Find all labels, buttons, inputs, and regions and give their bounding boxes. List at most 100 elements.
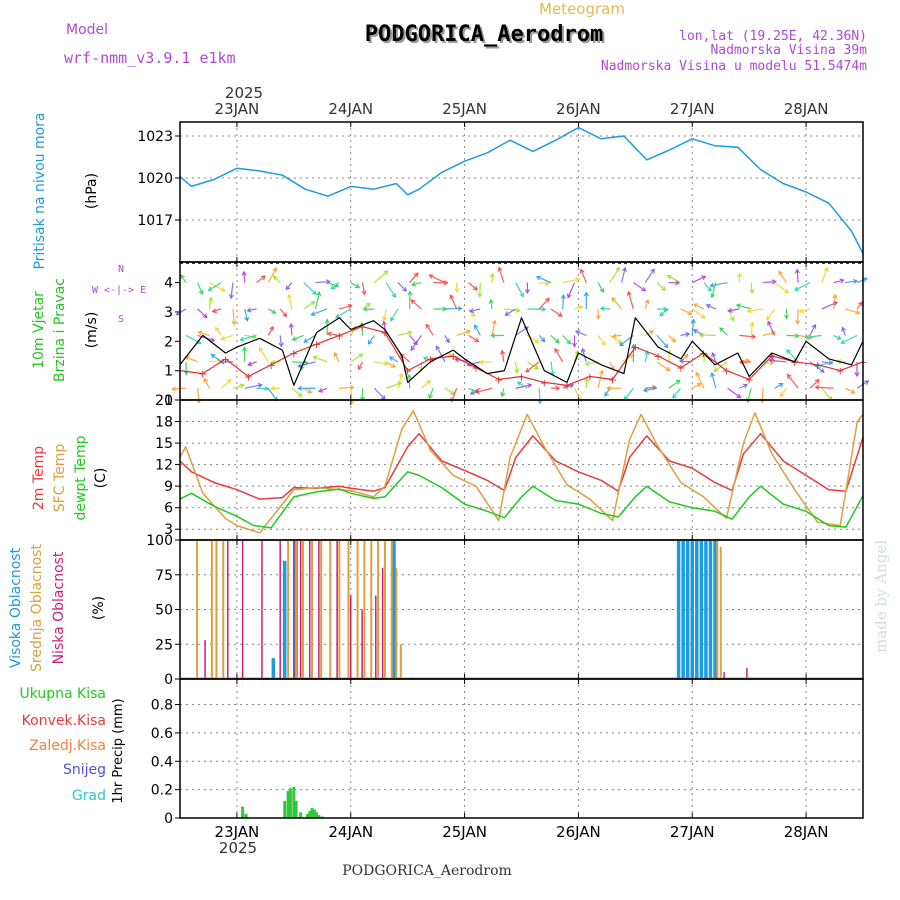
wind-arrow-head [311, 290, 317, 295]
wind-arrow [809, 379, 820, 389]
wind-arrow [185, 356, 198, 363]
wind-arrow-head [347, 303, 353, 309]
wind-arrow [786, 334, 799, 337]
wind-arrow-head [516, 381, 522, 386]
high-cloud-bar [690, 540, 694, 679]
wind-arrow-head [519, 292, 525, 298]
wind-arrow [327, 281, 339, 287]
precip-total-label: Ukupna Kisa [19, 686, 106, 702]
low-cloud-bar [746, 667, 748, 679]
wind-arrow [845, 280, 857, 284]
wind-arrow-head [665, 366, 671, 372]
bottom-date-label: 24JAN [328, 823, 373, 841]
wind-arrow-head [454, 288, 460, 293]
wind-arrow-head [271, 309, 277, 314]
wind-arrow-head [220, 335, 226, 341]
wind-arrow-head [402, 286, 408, 292]
wind-arrow-head [247, 361, 253, 367]
wind-arrow [232, 308, 235, 325]
wind-arrow-head [525, 367, 531, 373]
mid-cloud-bar [215, 540, 218, 679]
wind-arrow [762, 281, 776, 284]
wind-arrow-head [358, 353, 364, 359]
wind-arrow [468, 334, 479, 343]
wind-arrow [409, 272, 419, 283]
wind-arrow [538, 388, 541, 404]
wind-gust-marker: + [562, 379, 571, 392]
wind-arrow-head [207, 286, 213, 291]
wind-arrow [357, 361, 364, 370]
wind-arrow [845, 308, 860, 314]
wind-arrow [469, 308, 481, 312]
station-title-shadow: PODGORICA_Aerodrom [367, 24, 605, 49]
wind-arrow-head [180, 274, 185, 280]
wind-arrow-head [698, 332, 704, 338]
wind-arrow [172, 387, 186, 390]
mid-cloud-bar [390, 540, 393, 679]
wind-arrow-head [413, 272, 419, 278]
wind-arrow-head [303, 338, 309, 343]
wind-arrow [397, 282, 407, 292]
wind-arrow [841, 334, 858, 344]
dewpoint-line [179, 471, 864, 529]
wind-arrow [691, 275, 706, 284]
wind-arrow-head [595, 314, 601, 320]
y-tick-label: 15 [155, 436, 173, 452]
low-cloud-bar [336, 540, 338, 679]
wind-arrow-head [736, 393, 742, 399]
wind-arrow [573, 387, 582, 402]
wind-arrow [612, 334, 622, 337]
wind-arrow [411, 281, 422, 286]
wind-arrow-head [692, 329, 699, 334]
wind-arrow-head [477, 292, 483, 298]
wind-arrow [538, 335, 546, 342]
wind-arrow [318, 387, 328, 393]
wind-arrow-head [828, 360, 834, 366]
model-name: wrf-nmm_v3.9.1 e1km [64, 49, 236, 67]
wind-arrow-head [778, 270, 783, 276]
y-tick-label: 100 [146, 533, 173, 549]
wind-arrow [644, 351, 649, 362]
top-date-label: 26JAN [556, 100, 601, 118]
high-cloud-bar [685, 540, 690, 679]
wind-arrow [623, 387, 634, 401]
wind-arrow-head [786, 349, 791, 355]
wind-arrow [680, 333, 690, 336]
wind-arrow [256, 387, 269, 390]
wind-arrow-head [297, 385, 303, 391]
wind-arrow-head [600, 340, 606, 346]
t2m-line [179, 432, 864, 500]
wind-arrow-head [491, 319, 497, 325]
low-cloud-bar [318, 540, 320, 679]
mid-cloud-bar [719, 546, 722, 679]
wind-arrow-head [678, 358, 684, 364]
wind-arrow-head [695, 371, 701, 377]
mid-cloud-bar [383, 540, 386, 679]
wind-arrow-head [211, 308, 217, 314]
wind-arrow [805, 334, 822, 339]
low-cloud-bar [227, 540, 229, 679]
wind-arrow-head [767, 320, 772, 326]
wind-arrow-head [710, 371, 716, 378]
wind-arrow [815, 386, 834, 389]
wind-arrow-head [644, 298, 650, 305]
top-date-label: 27JAN [670, 100, 715, 118]
wind-gust-marker: + [631, 341, 640, 354]
wind-arrow-head [466, 361, 472, 367]
wind-arrow-head [742, 383, 748, 389]
mid-cloud-bar [399, 644, 402, 679]
wind-gust-marker: + [289, 347, 298, 360]
wind-arrow-head [727, 307, 733, 313]
y-tick-label: 0 [164, 811, 173, 827]
wind-arrow-head [611, 297, 617, 303]
wind-arrow-head [771, 279, 777, 285]
wind-arrow [373, 270, 388, 284]
wind-arrow-head [504, 311, 510, 316]
dew-axis-label: dewpt Temp [73, 435, 89, 520]
wind-arrow [268, 308, 276, 314]
wind-arrow-head [326, 331, 332, 337]
wind-arrow-head [310, 311, 316, 317]
precip-unit-label: 1hr Precip (mm) [111, 698, 126, 803]
